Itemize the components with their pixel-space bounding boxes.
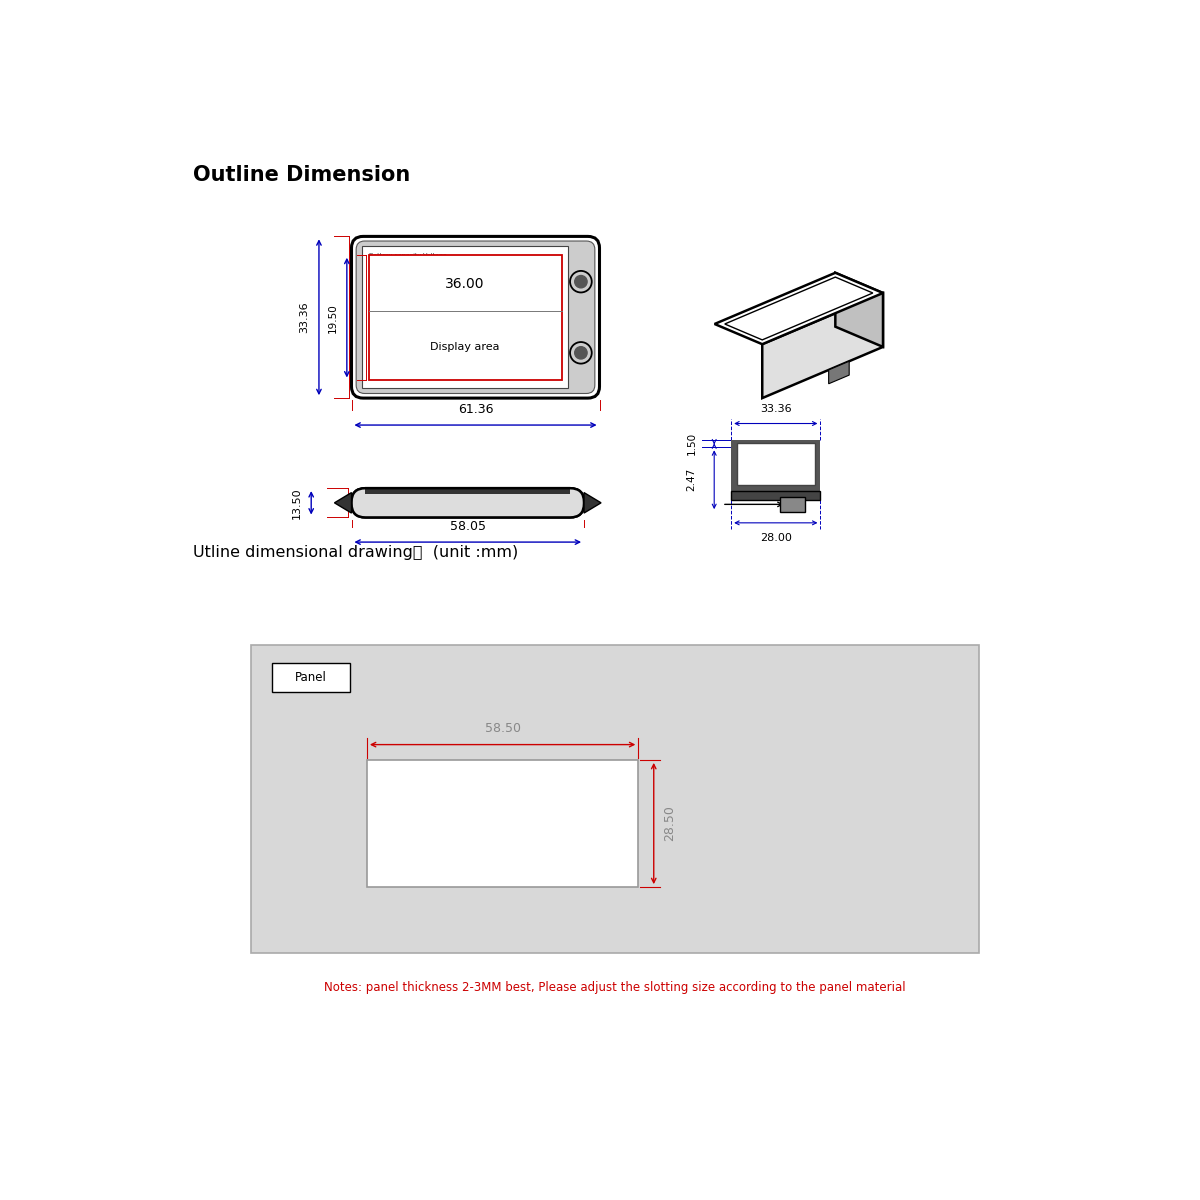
Text: 28.00: 28.00 bbox=[760, 533, 792, 542]
FancyBboxPatch shape bbox=[352, 488, 584, 517]
Text: 28.50: 28.50 bbox=[664, 805, 676, 841]
Text: 58.50: 58.50 bbox=[485, 722, 521, 736]
Bar bbox=[737, 443, 815, 485]
Text: 36.00: 36.00 bbox=[445, 277, 485, 290]
Text: 61.36: 61.36 bbox=[457, 403, 493, 416]
FancyBboxPatch shape bbox=[352, 488, 583, 517]
Bar bbox=[366, 488, 570, 493]
Bar bbox=[362, 246, 568, 388]
Text: Panel: Panel bbox=[295, 671, 328, 684]
Circle shape bbox=[575, 276, 587, 288]
Bar bbox=[272, 662, 350, 692]
FancyBboxPatch shape bbox=[352, 236, 600, 398]
Text: 33.36: 33.36 bbox=[300, 301, 310, 334]
Polygon shape bbox=[335, 492, 352, 514]
Text: 1.50: 1.50 bbox=[686, 432, 696, 456]
Text: Display area: Display area bbox=[431, 342, 499, 352]
Bar bbox=[731, 440, 821, 491]
Text: 33.36: 33.36 bbox=[760, 403, 792, 414]
FancyBboxPatch shape bbox=[356, 241, 595, 394]
Polygon shape bbox=[829, 361, 850, 384]
Text: 13.50: 13.50 bbox=[292, 487, 302, 518]
Text: 2.47: 2.47 bbox=[686, 468, 696, 491]
Bar bbox=[251, 644, 979, 953]
Polygon shape bbox=[714, 272, 883, 344]
Polygon shape bbox=[584, 492, 601, 514]
Text: Notes: panel thickness 2-3MM best, Please adjust the slotting size according to : Notes: panel thickness 2-3MM best, Pleas… bbox=[324, 980, 906, 994]
Bar bbox=[367, 760, 638, 887]
Text: 58.05: 58.05 bbox=[450, 520, 486, 533]
Bar bbox=[731, 491, 821, 499]
Text: 19.50: 19.50 bbox=[328, 302, 337, 332]
Bar bbox=[780, 497, 805, 512]
Text: Utline dimensional drawing：  (unit :mm): Utline dimensional drawing： (unit :mm) bbox=[193, 545, 518, 559]
Circle shape bbox=[575, 347, 587, 359]
Bar bbox=[368, 254, 562, 380]
Polygon shape bbox=[835, 272, 883, 347]
Text: Battery capacity Voltage: Battery capacity Voltage bbox=[368, 253, 446, 258]
Polygon shape bbox=[725, 277, 872, 340]
Polygon shape bbox=[762, 293, 883, 398]
Text: Outline Dimension: Outline Dimension bbox=[193, 164, 410, 185]
